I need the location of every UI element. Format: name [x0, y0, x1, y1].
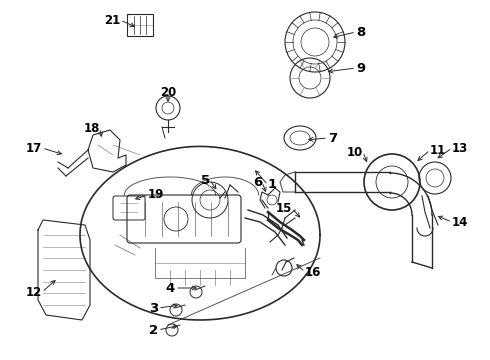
Text: 8: 8 [356, 26, 365, 39]
Text: 9: 9 [356, 62, 365, 75]
Text: 1: 1 [268, 179, 277, 192]
Text: 11: 11 [430, 144, 446, 157]
Text: 7: 7 [328, 131, 337, 144]
Text: 12: 12 [26, 285, 42, 298]
Text: 21: 21 [104, 13, 120, 27]
Text: 10: 10 [347, 145, 363, 158]
Text: 4: 4 [166, 282, 175, 294]
Text: 17: 17 [26, 141, 42, 154]
Text: 18: 18 [84, 122, 100, 135]
Text: 6: 6 [253, 175, 262, 189]
Text: 19: 19 [148, 189, 164, 202]
Text: 16: 16 [305, 266, 321, 279]
Text: 3: 3 [149, 302, 158, 315]
Text: 20: 20 [160, 85, 176, 99]
Text: 2: 2 [149, 324, 158, 337]
Text: 5: 5 [201, 174, 210, 186]
Text: 13: 13 [452, 141, 468, 154]
Text: 15: 15 [275, 202, 292, 215]
Text: 14: 14 [452, 216, 468, 229]
